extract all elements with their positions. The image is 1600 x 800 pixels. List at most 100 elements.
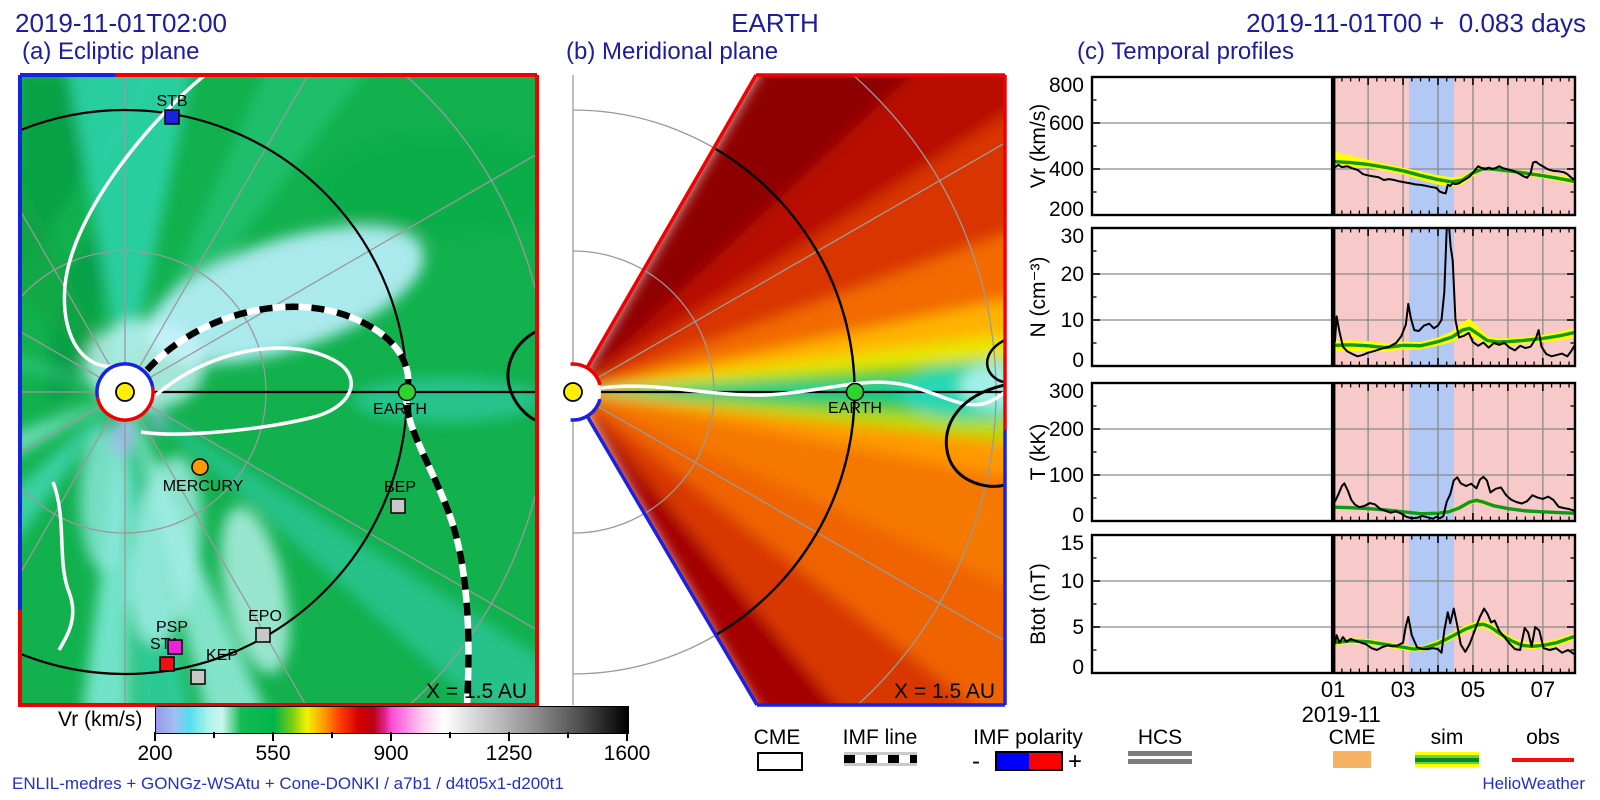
y-axis-label: T (kK) xyxy=(1027,424,1050,481)
legend-imf-polarity-swatch xyxy=(995,751,1063,771)
colorbar-tick-label: 900 xyxy=(373,742,409,765)
colorbar-tick-label: 1250 xyxy=(485,742,533,765)
x-tick-label: 03 xyxy=(1391,677,1415,702)
y-tick-label: 0 xyxy=(1072,656,1084,679)
planet-mercury-marker[interactable] xyxy=(191,458,209,476)
polarity-minus-sign: - xyxy=(972,748,980,775)
legend-cme-label: CME xyxy=(753,726,801,749)
marker-label: MERCURY xyxy=(163,478,244,495)
sun-glyph xyxy=(545,362,602,422)
y-tick-label: 200 xyxy=(1049,198,1084,221)
sun-ring-negative-polarity xyxy=(95,362,155,398)
y-axis-label: N (cm⁻³) xyxy=(1027,256,1050,337)
y-tick-label: 0 xyxy=(1072,349,1084,372)
contour-blob xyxy=(944,383,1005,488)
legend-imf-polarity-label: IMF polarity xyxy=(973,726,1083,749)
legend-hcs-bar xyxy=(1128,751,1192,756)
scale-label: X = 1.5 AU xyxy=(426,680,527,703)
y-tick-label: 400 xyxy=(1049,158,1084,181)
model-config-string: ENLIL-medres + GONGz-WSAtu + Cone-DONKI … xyxy=(12,774,564,793)
y-tick-label: 10 xyxy=(1061,570,1084,593)
spacecraft-kep-marker[interactable] xyxy=(190,669,206,685)
solar-wind-streams xyxy=(20,75,535,705)
x-tick-label: 05 xyxy=(1461,677,1485,702)
panel-a-title: (a) Ecliptic plane xyxy=(22,38,200,65)
marker-label: KEP xyxy=(206,647,238,664)
y-tick-label: 100 xyxy=(1049,464,1084,487)
x-tick-label: 07 xyxy=(1531,677,1555,702)
plot-1: 0 10 20 30 N (cm⁻³) xyxy=(1027,225,1577,372)
plot-2: 0 100 200 300 T (kK) xyxy=(1027,380,1577,527)
legend-hcs-bar xyxy=(1128,759,1192,764)
panel-a-border xyxy=(18,73,539,707)
y-tick-label: 600 xyxy=(1049,112,1084,135)
legend-obs-label: obs xyxy=(1526,726,1560,749)
cme-arrival-band xyxy=(1408,77,1455,215)
sun-core xyxy=(563,382,583,402)
planet-earth-marker[interactable] xyxy=(845,382,865,402)
timestamp-left: 2019-11-01T02:00 xyxy=(15,8,228,38)
obs-curve xyxy=(1333,475,1574,520)
tracked-body-label: EARTH xyxy=(731,8,819,38)
spacecraft-sta-marker[interactable] xyxy=(159,656,175,672)
spacecraft-bep-marker[interactable] xyxy=(390,498,406,514)
legend-imf-line-label: IMF line xyxy=(842,726,918,749)
cme-arrival-band xyxy=(1408,535,1455,673)
spacecraft-stb-marker[interactable] xyxy=(164,109,180,125)
obs-curve xyxy=(1333,229,1574,358)
credit-label: HelioWeather xyxy=(1482,774,1585,793)
legend-obs-swatch xyxy=(1512,758,1574,762)
sun-core xyxy=(115,382,135,402)
hcs-line xyxy=(600,380,1005,407)
legend-cme-swatch xyxy=(757,752,803,771)
earth-label: EARTH xyxy=(828,400,882,417)
marker-label: EARTH xyxy=(373,401,427,418)
spacecraft-epo-marker[interactable] xyxy=(255,627,271,643)
legend-cme2-label: CME xyxy=(1328,726,1376,749)
colorbar-tick-label: 1600 xyxy=(603,742,651,765)
obs-curve xyxy=(1334,160,1574,195)
sun-glyph xyxy=(95,362,155,422)
meridional-field xyxy=(573,75,1005,705)
vr-colorbar xyxy=(155,706,629,734)
y-tick-label: 10 xyxy=(1061,309,1084,332)
ecliptic-plane-map: STB MERCURY EARTH BEP EPO PSP STA KEP X … xyxy=(18,73,539,707)
y-axis-label: Btot (nT) xyxy=(1027,563,1050,645)
colorbar-tick-label: 200 xyxy=(137,742,173,765)
x-axis-label: 2019-11 xyxy=(1302,702,1381,727)
hcs-streamlines xyxy=(51,75,353,651)
plot-3: 0 5 10 15 Btot (nT) xyxy=(1027,532,1577,679)
legend-imf-line-swatch xyxy=(844,752,917,766)
colorbar-tick-label: 550 xyxy=(255,742,291,765)
marker-label: EPO xyxy=(248,608,282,625)
marker-label: PSP xyxy=(156,619,188,636)
y-tick-label: 800 xyxy=(1049,74,1084,97)
panel-b-border xyxy=(571,73,1007,707)
y-tick-label: 300 xyxy=(1049,380,1084,403)
legend-sim-swatch xyxy=(1415,752,1479,767)
y-tick-label: 15 xyxy=(1061,532,1084,555)
ecliptic-field xyxy=(20,75,535,705)
timestamp-right: 2019-11-01T00 + 0.083 days xyxy=(1246,8,1586,38)
cme-arrival-band xyxy=(1408,383,1455,521)
planet-earth-marker[interactable] xyxy=(397,382,417,402)
spacecraft-psp-marker[interactable] xyxy=(167,639,183,655)
polarity-plus-sign: + xyxy=(1068,748,1083,775)
panel-b-title: (b) Meridional plane xyxy=(566,38,779,65)
legend-sim-label: sim xyxy=(1430,726,1464,749)
panel-c-title: (c) Temporal profiles xyxy=(1077,38,1294,65)
x-tick-label: 01 xyxy=(1321,677,1345,702)
y-tick-label: 30 xyxy=(1061,225,1084,248)
y-tick-label: 20 xyxy=(1061,263,1084,286)
y-axis-label: Vr (km/s) xyxy=(1027,104,1050,188)
colorbar-label: Vr (km/s) xyxy=(58,708,143,731)
y-tick-label: 0 xyxy=(1072,504,1084,527)
y-tick-label: 5 xyxy=(1072,616,1084,639)
ecliptic-markers: STB MERCURY EARTH BEP EPO PSP STA KEP xyxy=(150,93,427,685)
meridional-plane-map: EARTH X = 1.5 AU xyxy=(545,73,1007,707)
obs-curve xyxy=(1333,607,1574,656)
sun-ring-positive-polarity xyxy=(95,386,155,422)
plot-0: 200 400 600 800 Vr (km/s) xyxy=(1027,74,1577,221)
